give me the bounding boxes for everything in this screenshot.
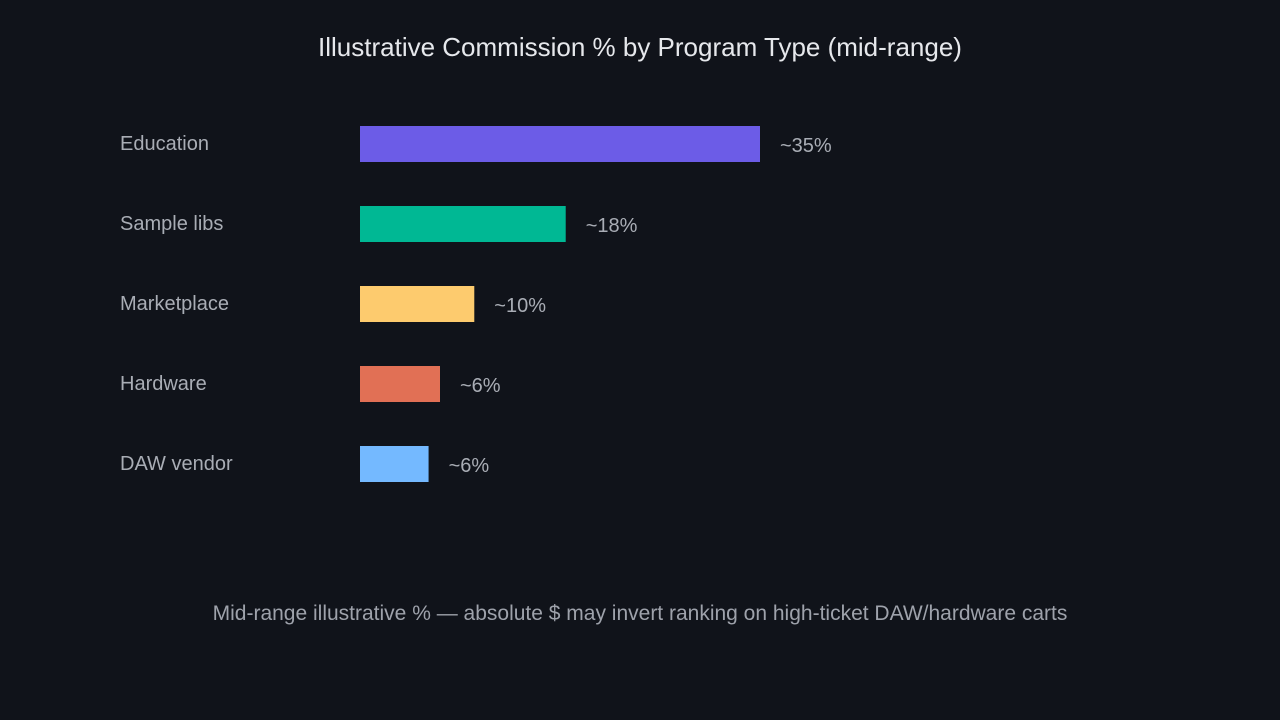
category-label: Sample libs [120,213,223,235]
bars-group: Education ~35% Sample libs ~18% Marketplace ~… [120,126,832,482]
chart-footnote: Mid-range illustrative % — absolute $ ma… [213,602,1068,625]
value-label: ~18% [586,215,638,237]
chart-title: Illustrative Commission % by Program Typ… [318,32,962,62]
bar [360,366,440,402]
bar [360,446,429,482]
value-label: ~6% [460,375,501,397]
bar [360,286,475,322]
value-label: ~6% [449,455,490,477]
bar [360,126,760,162]
category-label: Marketplace [120,293,229,315]
value-label: ~10% [494,295,546,317]
category-label: DAW vendor [120,453,233,475]
bar [360,206,566,242]
category-label: Education [120,133,209,155]
value-label: ~35% [780,135,832,157]
category-label: Hardware [120,373,207,395]
